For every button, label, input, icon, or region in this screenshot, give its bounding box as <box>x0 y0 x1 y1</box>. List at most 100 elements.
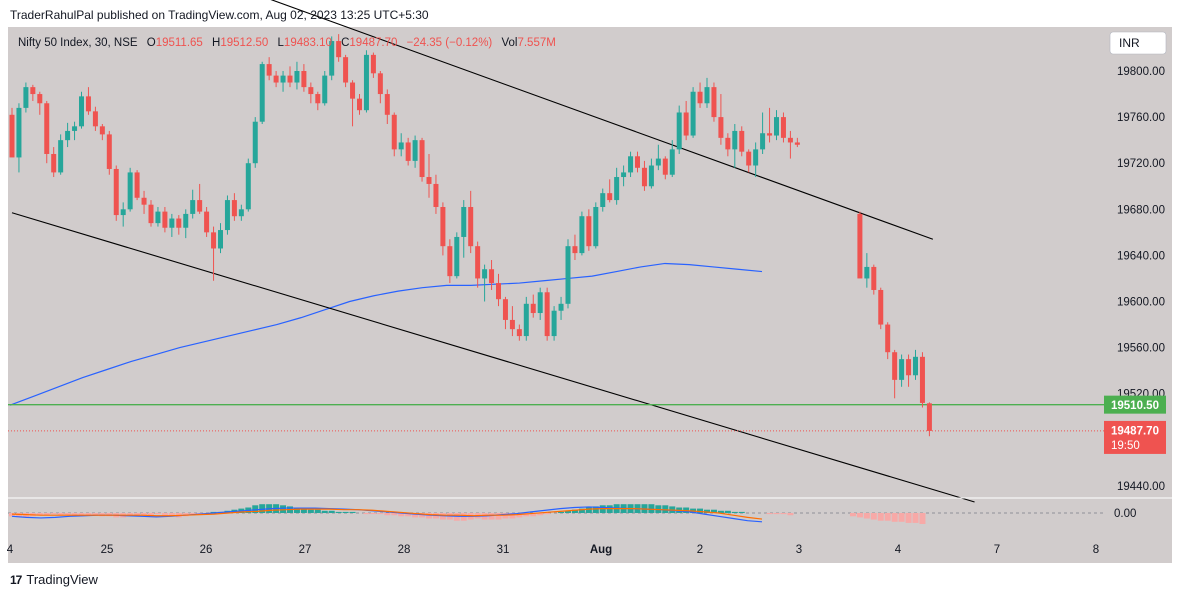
candle-body[interactable] <box>391 114 397 150</box>
candle-body[interactable] <box>44 103 50 154</box>
candle-body[interactable] <box>440 206 446 247</box>
candle-body[interactable] <box>294 71 300 83</box>
candle-body[interactable] <box>377 73 383 95</box>
candle-body[interactable] <box>725 137 731 150</box>
candle-body[interactable] <box>405 142 411 161</box>
candle-body[interactable] <box>336 41 342 58</box>
candle-body[interactable] <box>204 211 210 233</box>
candle-body[interactable] <box>704 87 710 104</box>
candle-body[interactable] <box>648 165 654 187</box>
candle-body[interactable] <box>871 266 877 290</box>
candle-body[interactable] <box>579 216 585 254</box>
candle-body[interactable] <box>308 87 314 95</box>
candle-body[interactable] <box>169 218 175 228</box>
candle-body[interactable] <box>760 133 766 150</box>
candle-body[interactable] <box>350 82 356 99</box>
candle-body[interactable] <box>113 168 119 216</box>
candle-body[interactable] <box>412 140 418 161</box>
candle-body[interactable] <box>447 246 453 277</box>
candle-body[interactable] <box>711 87 717 118</box>
candle-body[interactable] <box>794 142 800 145</box>
candle-body[interactable] <box>30 87 36 95</box>
candle-body[interactable] <box>120 209 126 216</box>
candle-body[interactable] <box>600 193 606 207</box>
candle-body[interactable] <box>683 112 689 136</box>
candle-body[interactable] <box>245 163 251 210</box>
candle-body[interactable] <box>475 246 481 279</box>
candle-body[interactable] <box>885 324 891 353</box>
candle-body[interactable] <box>37 94 43 104</box>
candle-body[interactable] <box>224 200 230 231</box>
candle-body[interactable] <box>134 172 140 198</box>
candle-body[interactable] <box>523 303 529 337</box>
candle-body[interactable] <box>79 96 84 127</box>
candle-body[interactable] <box>106 134 112 169</box>
candle-body[interactable] <box>753 149 759 166</box>
candle-body[interactable] <box>363 54 369 111</box>
candle-body[interactable] <box>183 213 189 228</box>
currency-button[interactable]: INR <box>1109 31 1167 55</box>
candle-body[interactable] <box>92 111 98 127</box>
candle-body[interactable] <box>238 209 244 217</box>
candle-body[interactable] <box>58 140 64 173</box>
candle-body[interactable] <box>218 230 223 249</box>
candle-body[interactable] <box>572 246 578 254</box>
candle-body[interactable] <box>489 269 495 284</box>
candle-body[interactable] <box>357 98 362 111</box>
candle-body[interactable] <box>273 75 279 83</box>
candle-body[interactable] <box>190 200 196 214</box>
candle-body[interactable] <box>857 213 863 279</box>
candle-body[interactable] <box>655 158 661 166</box>
candle-body[interactable] <box>454 236 460 277</box>
candle-body[interactable] <box>162 211 168 228</box>
candle-body[interactable] <box>558 303 564 311</box>
candle-body[interactable] <box>468 206 474 247</box>
channel-upper-line[interactable] <box>252 0 934 240</box>
candle-body[interactable] <box>586 216 592 247</box>
candle-body[interactable] <box>544 292 550 337</box>
candle-body[interactable] <box>502 299 508 320</box>
candle-body[interactable] <box>426 177 432 184</box>
candle-body[interactable] <box>732 130 738 150</box>
candle-body[interactable] <box>23 87 29 108</box>
candle-body[interactable] <box>280 75 286 83</box>
candle-body[interactable] <box>287 75 293 83</box>
candle-body[interactable] <box>148 204 154 224</box>
candle-body[interactable] <box>919 356 925 403</box>
candle-body[interactable] <box>482 269 488 279</box>
candle-body[interactable] <box>65 130 71 141</box>
candle-body[interactable] <box>419 140 425 178</box>
candle-body[interactable] <box>628 156 634 173</box>
candle-body[interactable] <box>329 41 335 76</box>
candle-body[interactable] <box>565 246 571 304</box>
candle-body[interactable] <box>669 149 675 175</box>
candle-body[interactable] <box>211 232 217 249</box>
candle-body[interactable] <box>141 197 147 205</box>
candle-body[interactable] <box>72 126 78 131</box>
candle-body[interactable] <box>496 283 501 300</box>
candle-body[interactable] <box>315 94 321 104</box>
candle-body[interactable] <box>9 114 15 158</box>
candle-body[interactable] <box>739 130 745 152</box>
candle-body[interactable] <box>197 200 203 212</box>
candle-body[interactable] <box>878 289 884 325</box>
candle-body[interactable] <box>509 319 515 330</box>
candle-body[interactable] <box>641 167 647 187</box>
candle-body[interactable] <box>913 356 918 376</box>
candle-body[interactable] <box>301 71 307 88</box>
candle-body[interactable] <box>690 91 696 136</box>
candle-body[interactable] <box>746 151 752 166</box>
candle-body[interactable] <box>99 126 105 135</box>
candle-body[interactable] <box>252 121 258 164</box>
candle-body[interactable] <box>127 172 133 210</box>
candle-body[interactable] <box>516 329 522 337</box>
candle-body[interactable] <box>51 153 57 173</box>
candle-body[interactable] <box>635 156 640 168</box>
candle-body[interactable] <box>892 352 898 380</box>
candle-body[interactable] <box>593 206 599 247</box>
candle-body[interactable] <box>384 94 390 115</box>
candle-body[interactable] <box>551 310 557 337</box>
candle-body[interactable] <box>85 96 91 112</box>
candle-body[interactable] <box>343 57 349 83</box>
candle-body[interactable] <box>607 193 613 201</box>
